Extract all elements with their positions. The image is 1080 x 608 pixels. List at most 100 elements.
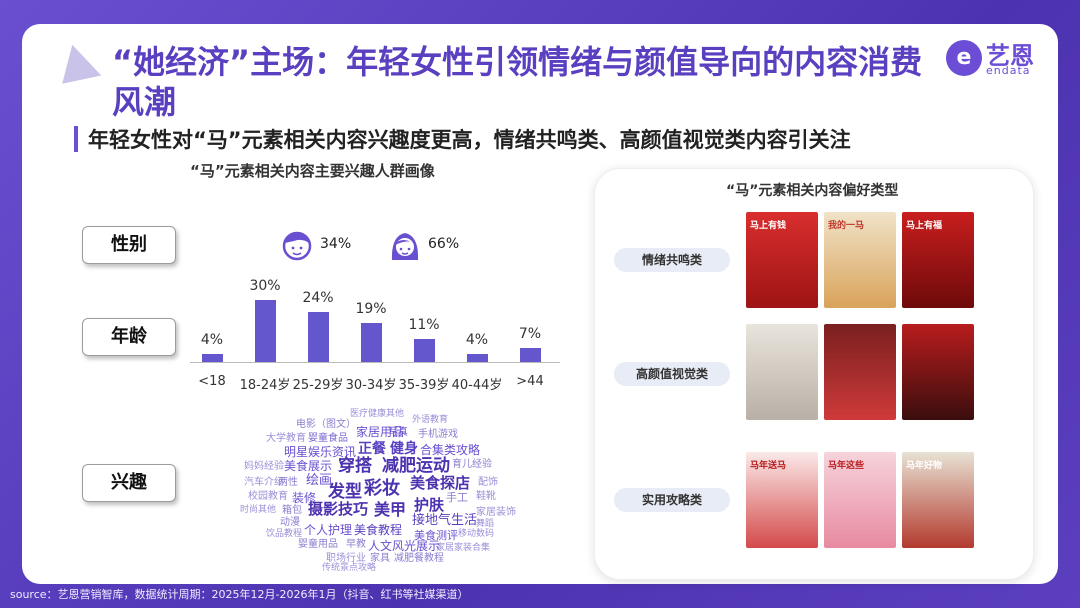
interest-word: 减肥餐教程 <box>394 553 444 564</box>
age-bar <box>414 339 435 362</box>
interest-word: 家居家装合集 <box>436 543 491 553</box>
thumb-emotional-3[interactable]: 马上有福 <box>902 212 974 308</box>
interest-word: 美食探店 <box>410 474 471 492</box>
age-category-label: 40-44岁 <box>451 378 503 393</box>
preference-heading: “马”元素相关内容偏好类型 <box>726 183 899 199</box>
label-age: 年龄 <box>82 318 176 356</box>
thumb-caption: 我的一马 <box>828 221 865 231</box>
interest-word: 发型 <box>328 482 362 502</box>
interest-word: 个人护理 <box>304 523 353 537</box>
interest-word: 职场行业 <box>326 553 366 564</box>
thumb-emotional-1[interactable]: 马上有钱 <box>746 212 818 308</box>
interest-word: 外语教育 <box>412 415 449 425</box>
thumb-emotional-2[interactable]: 我的一马 <box>824 212 896 308</box>
interest-word: 绘画 <box>306 473 333 488</box>
interest-word: 饮品教程 <box>266 529 303 539</box>
age-category-label: 30-34岁 <box>345 378 397 393</box>
thumb-visual-1[interactable] <box>746 324 818 420</box>
interest-word: 正餐 <box>358 441 386 457</box>
gender-female-value: 66% <box>428 236 460 252</box>
age-bar-value-label: 4% <box>200 332 224 348</box>
interest-word: 家居用品 <box>356 425 405 439</box>
thumb-caption: 马年送马 <box>750 461 787 471</box>
interest-word: 两性 <box>278 477 298 488</box>
interest-word: 箱包 <box>282 505 302 516</box>
age-bar-value-label: 24% <box>302 290 334 306</box>
thumb-caption: 马上有福 <box>906 221 943 231</box>
thumb-caption: 马上有钱 <box>750 221 787 231</box>
interest-word: 婴童食品 <box>308 433 348 444</box>
brand-logo: e 艺恩 endata <box>946 36 1056 82</box>
interest-word: 婴童用品 <box>298 539 338 550</box>
interest-word: 美食测评 <box>414 529 458 542</box>
age-category-label: 35-39岁 <box>398 378 450 393</box>
category-emotional: 情绪共鸣类 <box>614 248 730 272</box>
interest-word: 美食展示 <box>284 459 333 473</box>
age-bar-value-label: 7% <box>518 326 542 342</box>
gender-male-value: 34% <box>320 236 352 252</box>
thumb-practical-3[interactable]: 马年好物 <box>902 452 974 548</box>
interest-word: 时尚其他 <box>240 505 277 515</box>
chart-x-axis <box>190 362 560 363</box>
age-bar-value-label: 30% <box>249 278 281 294</box>
interest-word: 穿搭 <box>338 456 372 476</box>
interest-word-cloud: 医疗健康其他 外语教育 电影（图文） 家居用品 写真 手机游戏 大学教育 婴童食品 明星娱乐资讯… <box>240 408 530 578</box>
age-bar <box>308 312 329 362</box>
interest-word: 摄影技巧 <box>308 500 369 518</box>
age-bar <box>361 323 382 362</box>
interest-word: 大学教育 <box>266 433 306 444</box>
interest-word: 动漫 <box>280 517 300 528</box>
age-bar <box>520 348 541 362</box>
portrait-heading: “马”元素相关内容主要兴趣人群画像 <box>190 162 435 180</box>
interest-word: 护肤 <box>414 496 445 514</box>
interest-word: 装修 <box>292 491 317 505</box>
interest-word: 配饰 <box>478 477 498 488</box>
label-gender: 性别 <box>82 226 176 264</box>
female-avatar-icon <box>391 233 419 260</box>
interest-word: 校园教育 <box>248 491 288 502</box>
age-bar-value-label: 19% <box>355 301 387 317</box>
thumb-practical-1[interactable]: 马年送马 <box>746 452 818 548</box>
thumb-practical-2[interactable]: 马年这些 <box>824 452 896 548</box>
age-bar <box>467 354 488 362</box>
age-bar-value-label: 11% <box>408 317 440 333</box>
male-avatar-icon <box>282 231 312 261</box>
interest-word: 健身 <box>390 441 418 457</box>
thumb-caption: 马年好物 <box>906 461 943 471</box>
thumb-visual-3[interactable] <box>902 324 974 420</box>
label-interest: 兴趣 <box>82 464 176 502</box>
interest-word: 传统景点攻略 <box>322 563 377 573</box>
interest-word: 育儿经验 <box>452 459 492 470</box>
age-category-label: 25-29岁 <box>292 378 344 393</box>
interest-word: 人文风光展示 <box>368 539 441 553</box>
interest-word: 家具 <box>370 553 390 564</box>
category-visual: 高颜值视觉类 <box>614 362 730 386</box>
interest-word: 减肥运动 <box>382 456 450 476</box>
age-category-label: >44 <box>516 374 544 389</box>
source-note: source：艺恩营销智库，数据统计周期：2025年12月-2026年1月（抖音… <box>10 588 469 601</box>
interest-word: 手机游戏 <box>418 429 458 440</box>
interest-word: 医疗健康其他 <box>350 409 405 419</box>
page-title: “她经济”主场：年轻女性引领情绪与颜值导向的内容消费风潮 <box>112 43 923 121</box>
age-bar <box>255 300 276 362</box>
interest-word: 接地气生活 <box>412 513 478 528</box>
interest-word: 美食教程 <box>354 523 403 537</box>
interest-word: 彩妆 <box>364 478 400 499</box>
brand-mark-icon: e <box>946 40 982 76</box>
brand-name-cn: 艺恩 <box>986 42 1034 70</box>
interest-word: 妈妈经验 <box>244 461 284 472</box>
interest-word: 汽车介绍 <box>244 477 284 488</box>
category-practical: 实用攻略类 <box>614 488 730 512</box>
interest-word: 电影（图文） <box>296 419 356 430</box>
age-category-label: <18 <box>198 374 226 389</box>
interest-word: 明星娱乐资讯 <box>284 445 357 459</box>
subtitle-accent-bar <box>74 126 78 152</box>
age-bar-chart: 4% <18 30% 18-24岁 24% 25-29岁 19% 30-34岁 11% 35-39… <box>190 270 570 400</box>
interest-word: 合集类攻略 <box>420 443 481 457</box>
age-bar <box>202 354 223 362</box>
interest-word: 鞋靴 <box>476 491 496 502</box>
interest-word: 美甲 <box>374 500 407 519</box>
age-bar-value-label: 4% <box>465 332 489 348</box>
interest-word: 手工 <box>446 491 468 504</box>
thumb-visual-2[interactable] <box>824 324 896 420</box>
